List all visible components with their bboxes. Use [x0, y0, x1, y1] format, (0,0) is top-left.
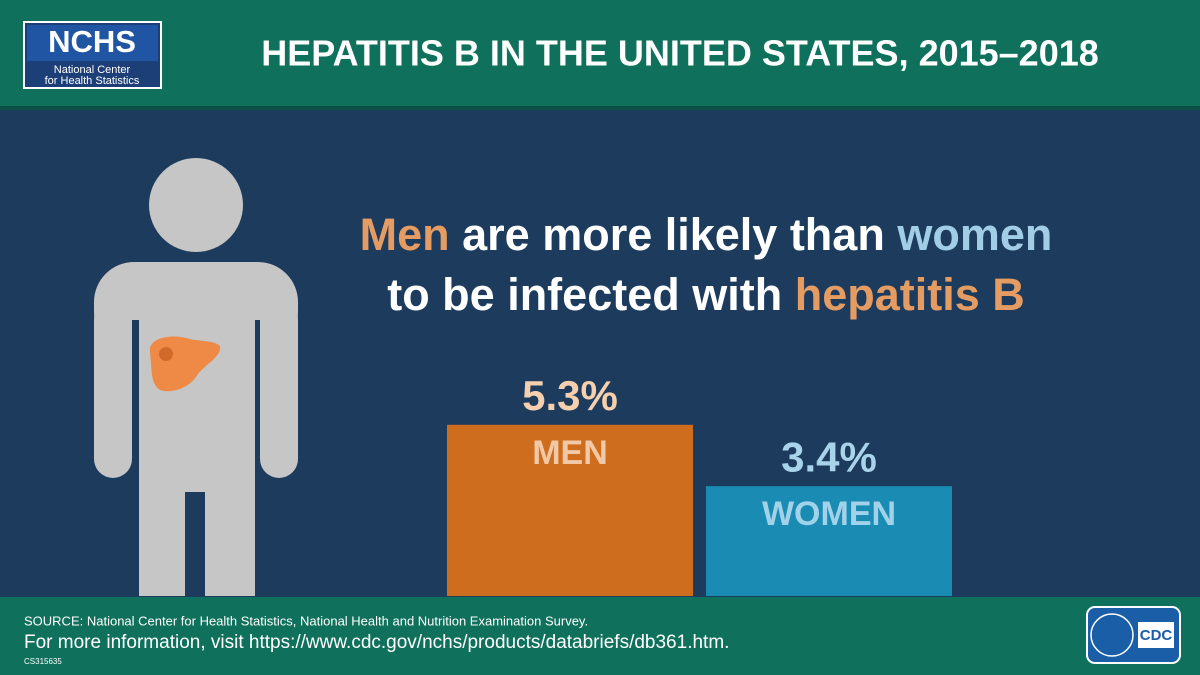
headline: to be infected with hepatitis B: [387, 269, 1025, 320]
headline-word: Men: [360, 209, 450, 260]
header-edge: [0, 106, 1200, 110]
logo-acronym: NCHS: [48, 24, 136, 59]
arm-gap: [132, 320, 139, 480]
headline-word: hepatitis B: [795, 269, 1025, 320]
cdc-text: CDC: [1140, 627, 1173, 644]
source-note: SOURCE: National Center for Health Stati…: [24, 613, 588, 628]
logo-line: for Health Statistics: [45, 75, 140, 87]
logo-line: National Center: [54, 64, 131, 76]
category-label: WOMEN: [762, 495, 896, 533]
value-label: 5.3%: [522, 372, 618, 419]
footer-band: [0, 597, 1200, 675]
bar: [706, 486, 952, 596]
headline-text: are more likely than: [462, 209, 885, 260]
doc-code: CS315635: [24, 657, 62, 666]
more-info: For more information, visit https://www.…: [24, 632, 729, 653]
arm-gap: [255, 320, 260, 480]
headline-word: women: [896, 209, 1052, 260]
header-band: [0, 0, 1200, 106]
leg-gap: [185, 492, 205, 596]
page-title: HEPATITIS B IN THE UNITED STATES, 2015–2…: [261, 33, 1099, 74]
bar: [447, 424, 693, 596]
liver-spot: [159, 347, 173, 361]
category-label: MEN: [532, 434, 608, 472]
headline: Men are more likely than women: [360, 209, 1053, 260]
headline-text: to be infected with: [387, 269, 782, 320]
value-label: 3.4%: [781, 433, 877, 480]
cdc-box: [1138, 622, 1174, 648]
hhs-seal: [1090, 613, 1134, 657]
bar-chart: 5.3% MEN 3.4% WOMEN: [447, 372, 952, 596]
nchs-logo-top: [27, 25, 158, 61]
